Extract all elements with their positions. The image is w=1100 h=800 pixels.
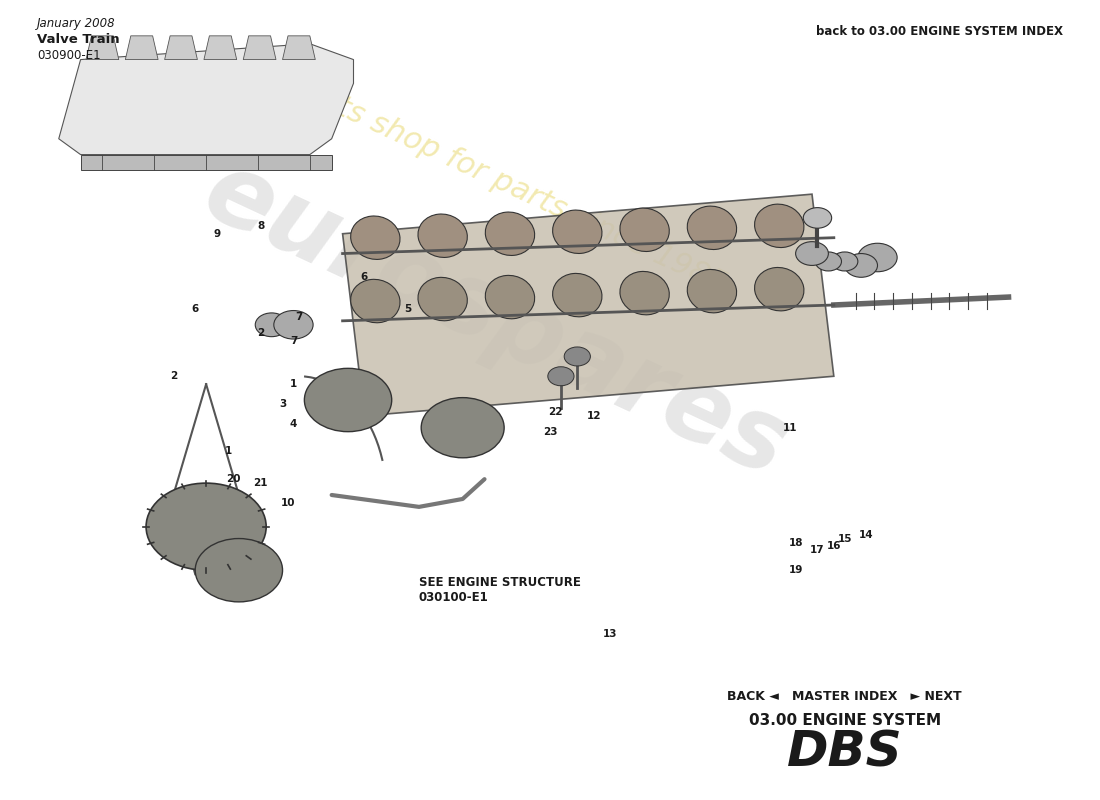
Text: 16: 16	[826, 542, 842, 551]
Text: SEE ENGINE STRUCTURE
030100-E1: SEE ENGINE STRUCTURE 030100-E1	[419, 576, 581, 604]
Polygon shape	[283, 36, 316, 59]
Circle shape	[421, 398, 504, 458]
Ellipse shape	[351, 279, 400, 322]
Circle shape	[832, 252, 858, 271]
Ellipse shape	[552, 210, 602, 254]
Polygon shape	[86, 36, 119, 59]
Text: 4: 4	[289, 418, 297, 429]
Ellipse shape	[688, 206, 737, 250]
Text: 19: 19	[789, 566, 803, 575]
Circle shape	[845, 254, 878, 278]
Ellipse shape	[485, 212, 535, 255]
Text: 6: 6	[361, 272, 368, 282]
Text: 14: 14	[859, 530, 873, 539]
Polygon shape	[165, 36, 197, 59]
Text: 030900-E1: 030900-E1	[37, 49, 100, 62]
Text: 6: 6	[191, 304, 199, 314]
Text: eurospares: eurospares	[188, 143, 803, 498]
Circle shape	[858, 243, 898, 272]
Circle shape	[305, 368, 392, 432]
Text: 8: 8	[257, 221, 264, 231]
Ellipse shape	[418, 214, 468, 258]
Circle shape	[803, 208, 832, 228]
Text: 15: 15	[837, 534, 852, 543]
Text: 1: 1	[224, 446, 232, 457]
Ellipse shape	[552, 274, 602, 317]
Text: 3: 3	[279, 399, 286, 409]
Text: a parts shop for parts since 1985: a parts shop for parts since 1985	[260, 58, 730, 298]
Text: 22: 22	[548, 407, 563, 417]
Text: 13: 13	[603, 629, 617, 638]
Polygon shape	[243, 36, 276, 59]
Text: 20: 20	[227, 474, 241, 484]
Text: January 2008: January 2008	[37, 18, 116, 30]
Polygon shape	[204, 36, 236, 59]
Polygon shape	[342, 194, 834, 416]
Circle shape	[795, 242, 828, 266]
Text: 17: 17	[810, 546, 825, 555]
Text: 2: 2	[257, 328, 264, 338]
Text: 11: 11	[783, 422, 798, 433]
Text: DBS: DBS	[786, 728, 903, 776]
Text: Valve Train: Valve Train	[37, 34, 120, 46]
Circle shape	[274, 310, 313, 339]
Text: 9: 9	[213, 229, 221, 238]
Polygon shape	[125, 36, 158, 59]
Text: back to 03.00 ENGINE SYSTEM INDEX: back to 03.00 ENGINE SYSTEM INDEX	[816, 26, 1063, 38]
Text: 7: 7	[289, 336, 297, 346]
Ellipse shape	[620, 271, 669, 315]
Ellipse shape	[755, 267, 804, 311]
Circle shape	[548, 366, 574, 386]
Text: 23: 23	[542, 426, 558, 437]
Ellipse shape	[485, 275, 535, 318]
Text: 10: 10	[280, 498, 295, 508]
Circle shape	[815, 252, 842, 271]
Text: 18: 18	[789, 538, 803, 547]
Ellipse shape	[688, 270, 737, 313]
Text: 2: 2	[169, 371, 177, 382]
Text: 03.00 ENGINE SYSTEM: 03.00 ENGINE SYSTEM	[749, 713, 940, 728]
Text: 1: 1	[289, 379, 297, 389]
Text: 5: 5	[405, 304, 411, 314]
Text: 7: 7	[295, 312, 302, 322]
Ellipse shape	[755, 204, 804, 247]
Circle shape	[195, 538, 283, 602]
Circle shape	[255, 313, 288, 337]
Ellipse shape	[351, 216, 400, 259]
Polygon shape	[58, 44, 353, 154]
Circle shape	[146, 483, 266, 570]
Text: 12: 12	[586, 411, 601, 421]
Ellipse shape	[418, 278, 468, 321]
Ellipse shape	[620, 208, 669, 251]
Circle shape	[564, 347, 591, 366]
Text: BACK ◄   MASTER INDEX   ► NEXT: BACK ◄ MASTER INDEX ► NEXT	[727, 690, 962, 703]
Polygon shape	[80, 154, 332, 170]
Text: 21: 21	[253, 478, 268, 488]
